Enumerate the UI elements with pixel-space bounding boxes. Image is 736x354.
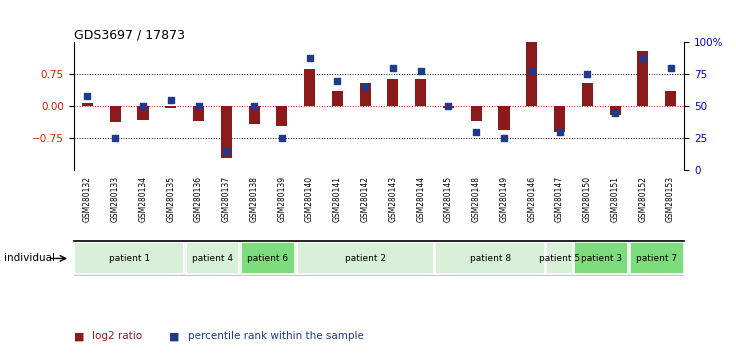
Bar (630, 242, 684, 274)
Point (442, 103, 454, 109)
Text: patient 3: patient 3 (581, 254, 622, 263)
Text: patient 8: patient 8 (470, 254, 511, 263)
Text: patient 2: patient 2 (344, 254, 386, 263)
Point (526, 68, 537, 73)
Bar (665, 91, 676, 106)
Point (221, 148, 233, 154)
Bar (185, 242, 239, 274)
Point (110, 135, 121, 141)
Point (637, 55, 648, 61)
Point (304, 55, 316, 61)
Bar (436, 242, 545, 274)
Point (276, 135, 288, 141)
Point (387, 65, 399, 71)
Point (581, 72, 593, 77)
Bar (360, 83, 371, 106)
Bar (415, 79, 426, 106)
Text: percentile rank within the sample: percentile rank within the sample (188, 331, 364, 341)
Bar (637, 51, 648, 106)
Point (193, 103, 205, 109)
Bar (526, 42, 537, 106)
Bar (471, 106, 482, 121)
Bar (387, 79, 398, 106)
Text: patient 4: patient 4 (192, 254, 233, 263)
Point (415, 68, 427, 73)
Bar (546, 242, 573, 274)
Bar (443, 106, 454, 108)
Bar (221, 106, 232, 158)
Text: patient 7: patient 7 (636, 254, 677, 263)
Bar (332, 91, 343, 106)
Bar (74, 242, 184, 274)
Bar (581, 83, 592, 106)
Point (331, 78, 343, 84)
Bar (138, 106, 149, 120)
Bar (249, 106, 260, 124)
Bar (554, 106, 565, 132)
Point (82, 93, 93, 99)
Point (609, 110, 621, 115)
Bar (165, 106, 177, 108)
Bar (574, 242, 628, 274)
Bar (276, 106, 287, 126)
Point (359, 84, 371, 90)
Bar (304, 69, 315, 106)
Point (248, 103, 260, 109)
Text: individual: individual (4, 253, 54, 263)
Text: patient 6: patient 6 (247, 254, 289, 263)
Bar (82, 103, 93, 106)
Bar (110, 106, 121, 122)
Bar (193, 106, 204, 121)
Point (665, 65, 676, 71)
Bar (498, 106, 509, 130)
Text: ■: ■ (169, 331, 180, 341)
Text: ■: ■ (74, 331, 84, 341)
Point (470, 129, 482, 135)
Text: patient 5: patient 5 (539, 254, 580, 263)
Point (553, 129, 565, 135)
Bar (297, 242, 434, 274)
Bar (609, 106, 620, 115)
Point (137, 103, 149, 109)
Point (165, 97, 177, 103)
Text: GDS3697 / 17873: GDS3697 / 17873 (74, 28, 185, 41)
Point (498, 135, 510, 141)
Bar (241, 242, 295, 274)
Text: patient 1: patient 1 (109, 254, 149, 263)
Text: log2 ratio: log2 ratio (92, 331, 142, 341)
